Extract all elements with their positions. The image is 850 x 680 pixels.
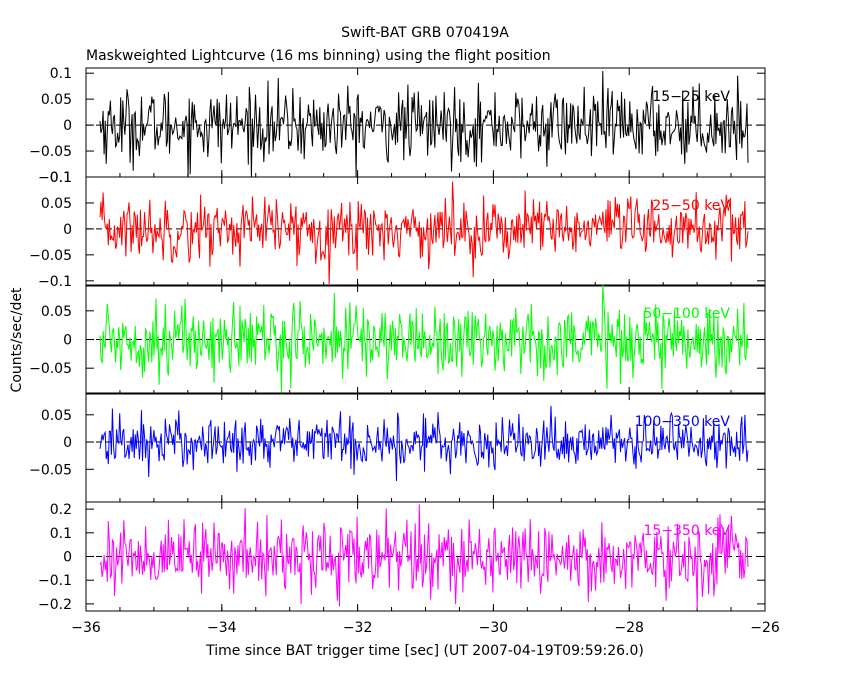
panel-2: −0.1 −0.05 0 0.05 0.1 25−50 keV — [29, 170, 766, 290]
x-tick-label: −30 — [479, 620, 509, 636]
series-line — [99, 70, 749, 178]
x-tick-label: −32 — [343, 620, 373, 636]
series-label: 100−350 keV — [635, 414, 731, 430]
y-tick-label: 0 — [63, 222, 72, 238]
series-line — [99, 181, 749, 285]
panel-3: −0.05 0 0.05 50−100 keV — [29, 284, 766, 395]
panels-group: −0.1 −0.05 0 0.05 0.1 15−25 keV −0.1 −0.05 0 0.05… — [29, 66, 766, 613]
y-tick-label: 0.05 — [41, 304, 72, 320]
panel-frame — [85, 392, 766, 503]
chart-title: Swift-BAT GRB 070419A — [341, 25, 509, 41]
y-tick-label: −0.1 — [38, 170, 72, 186]
y-tick-label: 0 — [63, 435, 72, 451]
y-tick-label: −0.2 — [38, 597, 72, 613]
panel-4: −0.05 0 0.05 100−350 keV — [29, 392, 766, 503]
y-tick-label: 0.1 — [50, 170, 72, 186]
series-label: 15−350 keV — [643, 523, 730, 539]
y-tick-label: −0.05 — [29, 361, 72, 377]
y-tick-label: 0.05 — [41, 408, 72, 424]
y-tick-label: 0.05 — [41, 92, 72, 108]
x-tick-label: −28 — [614, 620, 644, 636]
series-line — [99, 504, 749, 609]
y-tick-label: 0.1 — [50, 66, 72, 82]
y-tick-label: −0.1 — [38, 274, 72, 290]
panel-5: −0.2 −0.1 0 0.1 0.2 15−350 keV — [38, 501, 766, 613]
y-tick-label: 0.1 — [50, 526, 72, 542]
panel-1: −0.1 −0.05 0 0.05 0.1 15−25 keV — [29, 66, 766, 186]
series-line — [99, 284, 749, 395]
x-tick-label: −36 — [71, 620, 101, 636]
y-tick-label: −0.05 — [29, 144, 72, 160]
y-tick-label: 0 — [63, 550, 72, 566]
series-line — [99, 405, 749, 482]
y-tick-label: −0.05 — [29, 462, 72, 478]
x-axis: −36 −34 −32 −30 −28 −26 — [71, 620, 780, 636]
y-tick-label: 0.05 — [41, 196, 72, 212]
y-tick-label: −0.1 — [38, 573, 72, 589]
y-tick-label: 0 — [63, 333, 72, 349]
series-label: 50−100 keV — [643, 306, 730, 322]
y-tick-label: −0.05 — [29, 248, 72, 264]
x-tick-label: −34 — [207, 620, 237, 636]
x-tick-label: −26 — [750, 620, 780, 636]
chart-subtitle: Maskweighted Lightcurve (16 ms binning) … — [86, 48, 551, 64]
series-label: 15−25 keV — [652, 89, 730, 105]
y-tick-label: 0 — [63, 118, 72, 134]
y-tick-label: 0.2 — [50, 502, 72, 518]
y-axis-label: Counts/sec/det — [9, 287, 25, 392]
x-axis-label: Time since BAT trigger time [sec] (UT 20… — [205, 643, 644, 659]
series-label: 25−50 keV — [652, 198, 730, 214]
